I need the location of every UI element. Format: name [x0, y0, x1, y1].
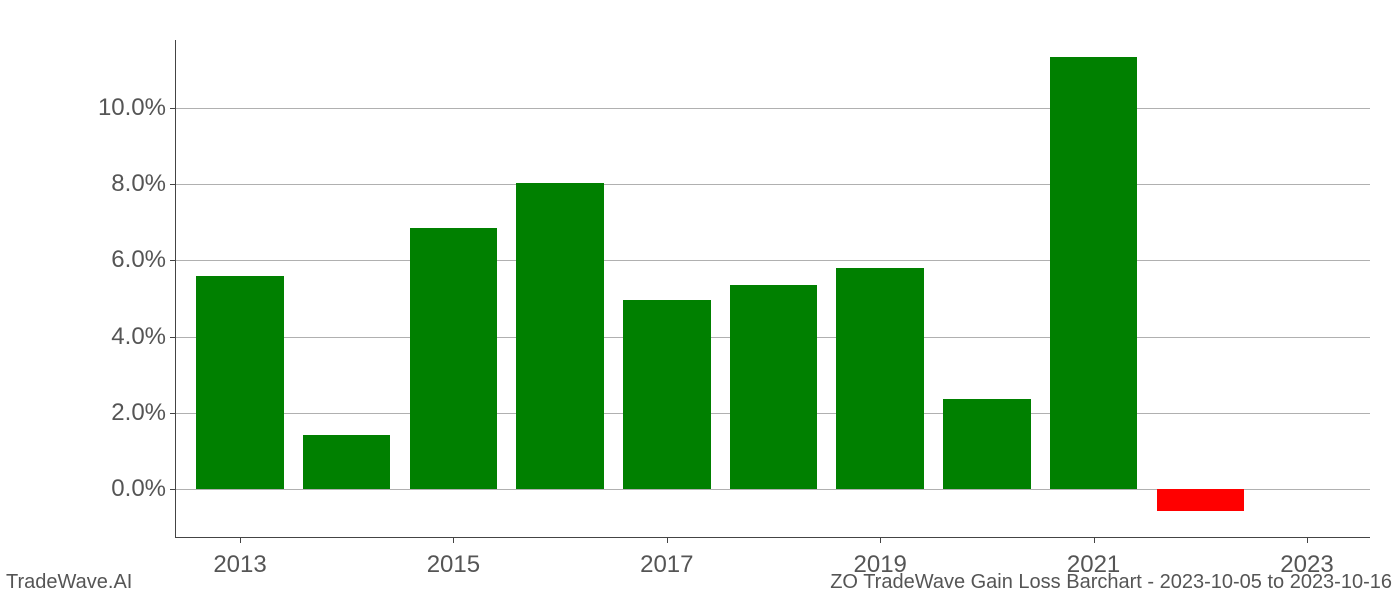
ytick-label: 6.0%	[111, 246, 176, 274]
bar	[196, 276, 283, 489]
gridline	[176, 184, 1370, 185]
bar	[836, 268, 923, 488]
ytick-label: 4.0%	[111, 323, 176, 351]
gridline	[176, 108, 1370, 109]
xtick-label: 2015	[427, 537, 480, 579]
bar	[623, 300, 710, 488]
bar	[1050, 57, 1137, 488]
xtick-label: 2013	[213, 537, 266, 579]
chart-container: 0.0%2.0%4.0%6.0%8.0%10.0%201320152017201…	[0, 0, 1400, 600]
footer-brand: TradeWave.AI	[6, 571, 132, 594]
footer-caption: ZO TradeWave Gain Loss Barchart - 2023-1…	[830, 571, 1392, 594]
bar	[410, 228, 497, 488]
ytick-label: 10.0%	[98, 94, 176, 122]
bar	[303, 435, 390, 488]
bar	[1157, 489, 1244, 512]
gridline	[176, 260, 1370, 261]
bar	[730, 285, 817, 488]
ytick-label: 2.0%	[111, 399, 176, 427]
bar	[943, 399, 1030, 488]
ytick-label: 0.0%	[111, 475, 176, 503]
bar	[516, 183, 603, 489]
plot-area: 0.0%2.0%4.0%6.0%8.0%10.0%201320152017201…	[175, 40, 1370, 538]
xtick-label: 2017	[640, 537, 693, 579]
ytick-label: 8.0%	[111, 170, 176, 198]
